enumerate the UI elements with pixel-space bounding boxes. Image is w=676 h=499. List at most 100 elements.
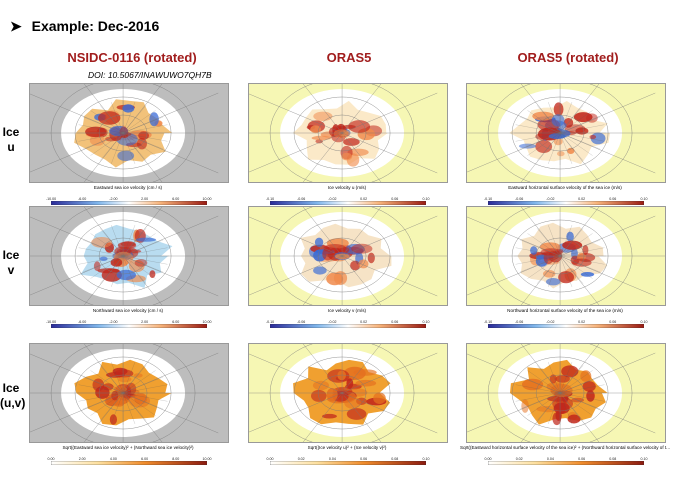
colorbar-tick-label: 0.10 <box>640 197 648 201</box>
colorbar-tick-label: -0.10 <box>265 320 275 324</box>
colorbar-tick-label: -0.02 <box>546 197 555 201</box>
colorbar-tick-label: 0.04 <box>546 457 554 461</box>
colorbar-tick-label: -10.00 <box>45 197 57 201</box>
colorbar-tick-label: -6.00 <box>78 197 87 201</box>
colorbar <box>269 192 427 206</box>
row-label-line1: Ice <box>2 381 20 395</box>
row-label-line1: Ice <box>2 248 20 262</box>
colorbar-tick-label: 0.10 <box>422 197 430 201</box>
colorbar <box>50 452 208 466</box>
colorbar-tick-label: 2.00 <box>141 197 149 201</box>
colorbar-tick-label: 0.02 <box>515 457 523 461</box>
colorbar-tick-label: 0.00 <box>266 457 274 461</box>
colorbar-tick-label: 0.06 <box>391 320 399 324</box>
colorbar-tick-label: 2.00 <box>141 320 149 324</box>
colorbar-tick-label: -0.02 <box>328 197 337 201</box>
row-label-ice-u: Ice u <box>0 125 22 155</box>
slide-heading: ➤ Example: Dec-2016 <box>10 18 159 35</box>
colorbar-ticks: -0.10 -0.06 -0.02 0.02 0.06 0.10 <box>266 197 430 203</box>
column-title-nsidc: NSIDC-0116 (rotated) <box>67 50 197 65</box>
colorbar-label: Ice velocity u (m/s) <box>327 185 367 190</box>
colorbar-tick-label: 0.00 <box>47 457 55 461</box>
map-oras5-rotated-uv <box>466 343 666 443</box>
colorbar-tick-label: 0.04 <box>328 457 336 461</box>
colorbar-tick-label: 0.06 <box>360 457 368 461</box>
column-title-oras5: ORAS5 <box>326 50 372 65</box>
colorbar <box>487 452 645 466</box>
map-nsidc-v <box>29 206 229 306</box>
row-label-ice-v: Ice v <box>0 248 22 278</box>
colorbar-tick-label: 2.00 <box>78 457 86 461</box>
colorbar-tick-label: -0.06 <box>297 197 306 201</box>
colorbar-tick-label: 6.00 <box>141 457 149 461</box>
colorbar-tick-label: 0.10 <box>640 457 648 461</box>
colorbar-tick-label: 0.02 <box>578 320 586 324</box>
colorbar-tick-label: -0.06 <box>297 320 306 324</box>
colorbar <box>487 315 645 329</box>
colorbar-tick-label: -6.00 <box>78 320 87 324</box>
colorbar-ticks: -10.00 -6.00 -2.00 2.00 6.00 10.00 <box>46 197 212 203</box>
colorbar-tick-label: 0.06 <box>578 457 586 461</box>
colorbar <box>50 315 208 329</box>
colorbar-ticks: 0.00 2.00 4.00 6.00 8.00 10.00 <box>47 457 212 463</box>
colorbar-ticks: -0.10 -0.06 -0.02 0.02 0.06 0.10 <box>484 320 648 326</box>
colorbar-tick-label: 6.00 <box>172 320 180 324</box>
colorbar-tick-label: 0.10 <box>422 457 430 461</box>
colorbar-tick-label: 0.08 <box>609 457 617 461</box>
slide-heading-text: Example: Dec-2016 <box>31 18 160 34</box>
colorbar-tick-label: 0.10 <box>422 320 430 324</box>
colorbar <box>269 452 427 466</box>
colorbar-label: Northward horizontal surface velocity of… <box>507 308 623 313</box>
colorbar-tick-label: 0.06 <box>609 197 617 201</box>
colorbar-label: Sqrt((Eastward sea ice velocity)² + (Nor… <box>62 445 194 450</box>
colorbar-tick-label: 10.00 <box>202 197 212 201</box>
colorbar-tick-label: 8.00 <box>172 457 180 461</box>
colorbar-tick-label: 0.02 <box>360 320 368 324</box>
colorbar-tick-label: -0.06 <box>515 197 524 201</box>
colorbar-tick-label: 0.06 <box>609 320 617 324</box>
colorbar-tick-label: 4.00 <box>109 457 117 461</box>
colorbar-label: Ice velocity v (m/s) <box>327 308 367 313</box>
colorbar-tick-label: 0.02 <box>578 197 586 201</box>
colorbar-tick-label: -0.10 <box>265 197 275 201</box>
colorbar-tick-label: 0.08 <box>391 457 399 461</box>
colorbar-tick-label: -10.00 <box>45 320 57 324</box>
colorbar-tick-label: 6.00 <box>172 197 180 201</box>
bullet-arrow-icon: ➤ <box>10 18 22 34</box>
colorbar <box>50 192 208 206</box>
colorbar-ticks: -0.10 -0.06 -0.02 0.02 0.06 0.10 <box>484 197 648 203</box>
colorbar-tick-label: -0.10 <box>483 197 493 201</box>
colorbar-tick-label: 0.00 <box>484 457 492 461</box>
column-title-oras5-rotated: ORAS5 (rotated) <box>517 50 619 65</box>
colorbar-label: Eastward horizontal surface velocity of … <box>508 185 622 190</box>
doi-label: DOI: 10.5067/INAWUWO7QH7B <box>88 70 212 80</box>
colorbar-label: Sqrt((Ice velocity u)² + (Ice velocity v… <box>307 445 387 450</box>
colorbar-tick-label: -0.02 <box>546 320 555 324</box>
row-label-line1: Ice <box>2 125 20 139</box>
colorbar-ticks: 0.00 0.02 0.04 0.06 0.08 0.10 <box>484 457 648 463</box>
map-oras5-uv <box>248 343 448 443</box>
colorbar <box>269 315 427 329</box>
row-label-line2: v <box>7 263 15 277</box>
map-oras5-rotated-u <box>466 83 666 183</box>
colorbar-tick-label: 0.06 <box>391 197 399 201</box>
colorbar-tick-label: -2.00 <box>109 320 118 324</box>
row-label-line2: (u,v) <box>0 396 26 410</box>
colorbar-tick-label: 0.10 <box>640 320 648 324</box>
colorbar-ticks: -0.10 -0.06 -0.02 0.02 0.06 0.10 <box>266 320 430 326</box>
colorbar <box>487 192 645 206</box>
colorbar-tick-label: -2.00 <box>109 197 118 201</box>
row-label-line2: u <box>7 140 15 154</box>
map-oras5-u <box>248 83 448 183</box>
colorbar-tick-label: 10.00 <box>202 320 212 324</box>
colorbar-label: Sqrt((Eastward horizontal surface veloci… <box>460 445 670 450</box>
map-oras5-v <box>248 206 448 306</box>
row-label-ice-uv: Ice (u,v) <box>0 381 26 411</box>
colorbar-ticks: -10.00 -6.00 -2.00 2.00 6.00 10.00 <box>46 320 212 326</box>
colorbar-tick-label: 0.02 <box>297 457 305 461</box>
colorbar-ticks: 0.00 0.02 0.04 0.06 0.08 0.10 <box>266 457 430 463</box>
colorbar-tick-label: 0.02 <box>360 197 368 201</box>
map-nsidc-u <box>29 83 229 183</box>
colorbar-tick-label: -0.02 <box>328 320 337 324</box>
colorbar-tick-label: -0.06 <box>515 320 524 324</box>
